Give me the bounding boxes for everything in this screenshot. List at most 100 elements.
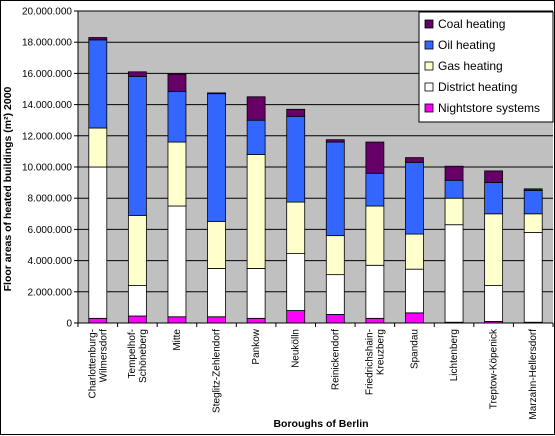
legend-label: District heating <box>438 80 517 94</box>
legend: Coal heating Oil heating Gas heating Distri… <box>418 11 554 123</box>
bar-segment-nightstore-systems <box>365 317 385 324</box>
bar-segment-coal-heating <box>523 188 543 191</box>
x-tick-label: Lichtenberg <box>449 329 460 381</box>
bar-segment-gas-heating <box>286 201 306 254</box>
x-tick-label: Treptow-Köpenick <box>489 328 500 409</box>
y-tick-label: 8.000.000 <box>28 194 73 205</box>
bar-segment-oil-heating <box>405 161 424 235</box>
x-tick-label-line: Treptow-Köpenick <box>489 328 500 409</box>
legend-swatch <box>424 103 434 113</box>
bar-segment-oil-heating <box>88 39 108 129</box>
x-tick-label-line: Lichtenberg <box>449 329 460 381</box>
bar-segment-gas-heating <box>484 213 504 286</box>
y-tick-label: 12.000.000 <box>22 131 72 142</box>
x-tick-label-line: Spandau <box>409 329 420 369</box>
bar-segment-gas-heating <box>444 197 464 226</box>
y-tick-label: 20.000.000 <box>22 7 72 18</box>
bar-segment-district-heating <box>405 268 424 314</box>
bar-segment-district-heating <box>167 205 187 318</box>
bar-segment-oil-heating <box>207 93 226 222</box>
x-tick-label: Pankow <box>251 328 262 364</box>
x-tick-label-line: Pankow <box>251 328 262 364</box>
x-tick-label: Reinickendorf <box>330 329 341 390</box>
bar-segment-oil-heating <box>365 172 385 207</box>
legend-swatch <box>424 61 434 71</box>
bar-segment-gas-heating <box>246 154 266 269</box>
bar-segment-coal-heating <box>325 139 345 143</box>
bar-segment-nightstore-systems <box>167 316 187 324</box>
x-tick-label: Mitte <box>172 329 183 351</box>
legend-swatch <box>424 40 434 50</box>
bar-segment-district-heating <box>444 224 464 323</box>
y-tick-label: 0 <box>66 319 72 330</box>
bar-segment-nightstore-systems <box>127 315 147 324</box>
legend-swatch <box>424 19 434 29</box>
x-tick-label-line: Charlottenburg- <box>87 329 98 398</box>
bar-segment-coal-heating <box>484 170 504 183</box>
bar-segment-coal-heating <box>167 73 187 92</box>
bar-segment-coal-heating <box>405 157 424 163</box>
y-axis-title: Floor areas of heated buildings (m²) 200… <box>2 86 14 291</box>
bar-segment-district-heating <box>484 285 504 322</box>
bar-segment-oil-heating <box>484 182 504 215</box>
bar-segment-district-heating <box>246 267 266 319</box>
bar-segment-oil-heating <box>325 141 345 237</box>
bar-segment-gas-heating <box>127 214 147 286</box>
bar-segment-gas-heating <box>365 205 385 266</box>
legend-label: Gas heating <box>438 59 503 73</box>
bar-segment-oil-heating <box>523 189 543 215</box>
bar-segment-district-heating <box>88 166 108 319</box>
x-tick-label-line: Reinickendorf <box>330 329 341 390</box>
bar-segment-district-heating <box>523 232 543 323</box>
x-tick-label-line: Friedrichshain- <box>364 329 375 395</box>
legend-label: Coal heating <box>438 17 505 31</box>
bar-segment-coal-heating <box>444 165 464 181</box>
bar-segment-coal-heating <box>127 71 147 77</box>
bar-segment-coal-heating <box>286 108 306 117</box>
bar-segment-oil-heating <box>444 179 464 199</box>
bar-segment-district-heating <box>286 253 306 311</box>
legend-swatch <box>424 82 434 92</box>
x-tick-label-line: Kreuzberg <box>375 329 386 375</box>
bar-segment-oil-heating <box>286 115 306 203</box>
x-tick-label: Tempelhof-Schöneberg <box>127 329 149 383</box>
y-tick-label: 2.000.000 <box>28 287 73 298</box>
bar-segment-gas-heating <box>207 221 226 269</box>
bar-segment-gas-heating <box>523 213 543 233</box>
y-tick-label: 4.000.000 <box>28 256 73 267</box>
x-tick-label-line: Neukölln <box>291 329 302 368</box>
bar-segment-nightstore-systems <box>405 312 424 324</box>
x-tick-label: Neukölln <box>291 329 302 368</box>
axes: 0 2.000.000 4.000.000 6.000.000 8.000.000 10.… <box>22 7 554 420</box>
bar-segment-district-heating <box>365 264 385 319</box>
x-tick-label: Spandau <box>409 329 420 369</box>
legend-box <box>418 11 554 123</box>
y-tick-label: 6.000.000 <box>28 225 73 236</box>
x-tick-label-line: Marzahn-Hellersdorf <box>528 329 539 420</box>
x-tick-label: Charlottenburg-Wilmersdorf <box>87 329 109 399</box>
bar-segment-oil-heating <box>246 119 266 155</box>
bar-segment-coal-heating <box>88 37 108 41</box>
x-tick-label: Friedrichshain-Kreuzberg <box>364 329 386 395</box>
bar-segment-district-heating <box>325 274 345 315</box>
x-axis-title: Boroughs of Berlin <box>273 418 368 430</box>
bar-segment-coal-heating <box>207 92 226 95</box>
x-tick-label-line: Schöneberg <box>138 329 149 383</box>
bar-segment-district-heating <box>207 267 226 318</box>
legend-label: Oil heating <box>438 38 495 52</box>
y-tick-label: 16.000.000 <box>22 69 72 80</box>
bar-segment-gas-heating <box>325 235 345 276</box>
x-tick-label-line: Steglitz-Zehlendorf <box>212 329 223 413</box>
x-tick-label: Marzahn-Hellersdorf <box>528 329 539 420</box>
bar-segment-gas-heating <box>405 233 424 270</box>
bar-segment-district-heating <box>127 285 147 317</box>
x-tick-label-line: Mitte <box>172 329 183 351</box>
x-tick-label-line: Tempelhof- <box>127 329 138 378</box>
legend-label: Nightstore systems <box>438 101 540 115</box>
y-tick-label: 10.000.000 <box>22 163 72 174</box>
bars <box>88 37 543 324</box>
bar-segment-nightstore-systems <box>286 310 306 324</box>
bar-segment-oil-heating <box>167 90 187 143</box>
